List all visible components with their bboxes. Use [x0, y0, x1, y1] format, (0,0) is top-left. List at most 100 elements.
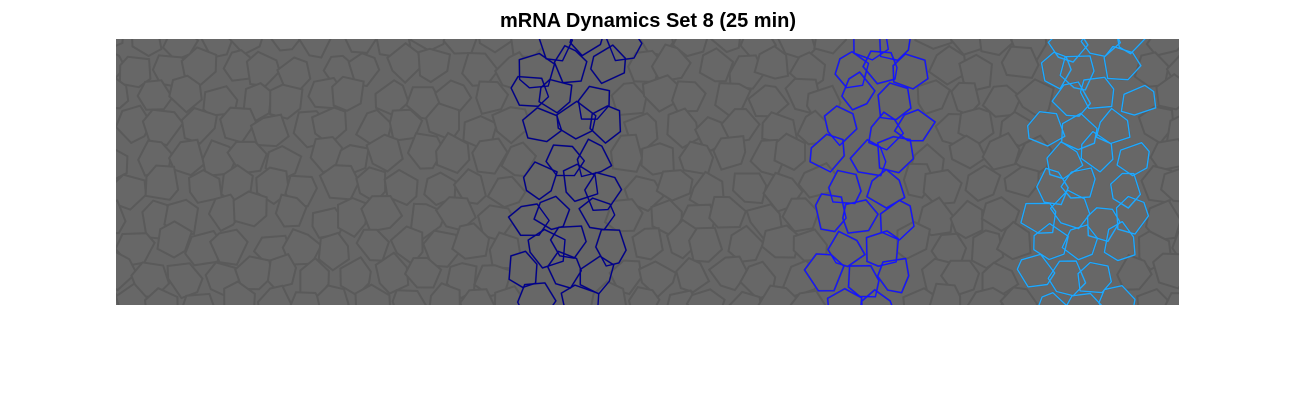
stripe-dark-blue-cell [560, 284, 600, 305]
stripe-dark-blue-cell [522, 161, 558, 201]
cell [627, 285, 661, 305]
cell [1164, 292, 1179, 305]
cell [409, 39, 446, 52]
cell [500, 141, 538, 178]
stripe-blue-cell [877, 135, 915, 174]
cell [232, 190, 268, 228]
cell [223, 280, 256, 305]
stripe-light-blue-cell [1046, 140, 1084, 180]
stripe-light-blue-cell [1059, 55, 1095, 91]
stripe-light-blue-cell [1047, 39, 1089, 63]
cell [168, 74, 203, 114]
cell [182, 292, 215, 305]
stripe-dark-blue-cell [590, 44, 627, 85]
stripe-light-blue-cell [1080, 39, 1121, 57]
cell [249, 113, 290, 148]
cell [753, 45, 790, 80]
cell [451, 222, 491, 260]
stripe-dark-blue-cell [579, 255, 615, 295]
cell [270, 39, 302, 52]
cell [609, 133, 644, 173]
cell [266, 252, 298, 290]
cell [187, 168, 223, 204]
cell [459, 288, 496, 305]
cell [167, 138, 206, 177]
stripe-light-blue-cell [1020, 202, 1057, 234]
cell [928, 282, 962, 305]
stripe-light-blue-cell [1103, 45, 1142, 81]
stripe-light-blue-cell [1103, 220, 1136, 262]
cell [297, 39, 332, 59]
cell [1171, 230, 1179, 260]
cell [131, 39, 163, 58]
stripe-light-blue-cell [1038, 291, 1068, 305]
cell [731, 172, 768, 205]
cell [773, 132, 806, 172]
stripe-light-blue-cell [1079, 76, 1115, 110]
cell [708, 195, 747, 229]
cell [269, 83, 304, 120]
stripe-dark-blue-cell [538, 78, 573, 114]
cell [442, 39, 478, 55]
stripe-blue-cell [849, 138, 887, 177]
stripe-blue-cell [842, 199, 879, 234]
stripe-blue-cell [877, 82, 912, 121]
cell [1136, 287, 1169, 305]
cell [344, 39, 378, 54]
cell [709, 39, 741, 54]
cell [981, 131, 1021, 171]
cell [650, 43, 692, 83]
stripe-blue-cell [879, 199, 915, 241]
cell [707, 255, 749, 292]
cell [964, 164, 1002, 202]
cell [144, 164, 180, 201]
cell [422, 229, 463, 268]
stripe-dark-blue-cell [589, 105, 622, 144]
stripe-dark-blue-cell [569, 39, 603, 57]
cell [1155, 72, 1179, 111]
cell [728, 54, 765, 90]
cell [1000, 45, 1040, 79]
stripe-dark-blue-cell [584, 171, 623, 212]
cell [245, 50, 281, 87]
cell [208, 228, 249, 266]
cell [354, 283, 391, 305]
cell [813, 39, 848, 55]
stripe-blue-cell [879, 39, 911, 61]
cell [315, 284, 350, 305]
stripe-dark-blue-cell [576, 138, 613, 178]
cell [355, 228, 391, 262]
stripe-blue-cell [862, 50, 898, 85]
stripe-blue-cell [861, 289, 893, 305]
cell [610, 81, 648, 117]
cell [116, 148, 129, 180]
stripe-light-blue-cell [1095, 107, 1131, 145]
cell [685, 288, 726, 305]
stripe-light-blue-cell [1027, 110, 1066, 147]
cell [423, 171, 457, 207]
stripe-blue-cell [853, 39, 889, 61]
stripe-dark-blue-cell [507, 203, 550, 237]
stripe-blue-cell [894, 108, 936, 142]
stripe-blue-cell [827, 230, 866, 268]
stripe-light-blue-cell [1051, 81, 1092, 117]
cell [781, 197, 820, 233]
stripe-light-blue-cell [1086, 207, 1121, 243]
cell [274, 193, 308, 228]
stripe-dark-blue-cell [527, 228, 566, 269]
cell [727, 224, 765, 263]
cell [331, 75, 365, 112]
cell [339, 255, 372, 297]
cell [403, 256, 443, 289]
stripe-blue-cell [826, 287, 863, 305]
cell [317, 231, 350, 272]
cell [143, 287, 179, 305]
cell [1014, 78, 1055, 121]
cell [1159, 168, 1179, 203]
stripe-blue-cell [892, 53, 929, 90]
cell [475, 80, 510, 115]
stripe-dark-blue-cell [553, 44, 588, 84]
cell [365, 133, 404, 173]
stripe-light-blue-cell [1066, 292, 1103, 305]
